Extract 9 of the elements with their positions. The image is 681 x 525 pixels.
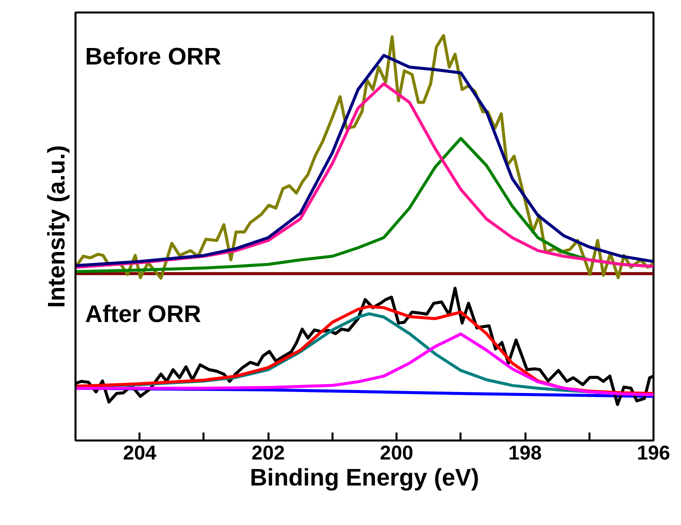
annotation: Before ORR (85, 44, 222, 71)
x-tick-label: 196 (636, 442, 670, 464)
x-tick-label: 198 (508, 442, 542, 464)
x-axis-title: Binding Energy (eV) (250, 464, 480, 492)
x-tick-label: 204 (123, 442, 158, 464)
x-tick-label: 200 (380, 442, 414, 464)
y-axis-title: Intensity (a.u.) (44, 145, 70, 308)
annotation: After ORR (85, 300, 202, 328)
x-tick-label: 202 (251, 442, 285, 464)
